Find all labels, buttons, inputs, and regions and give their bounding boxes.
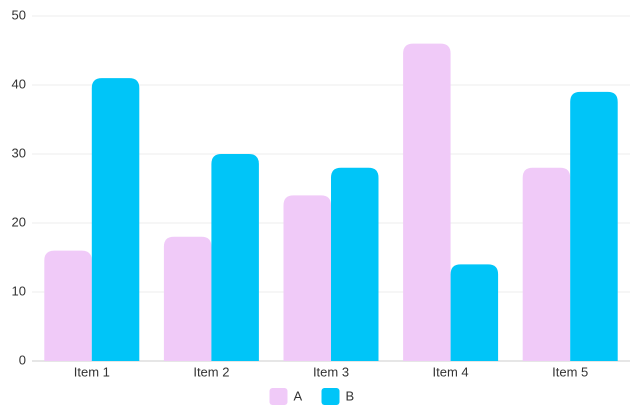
y-tick-label: 0 (19, 352, 26, 367)
bar (91, 78, 140, 361)
y-tick-label: 30 (12, 145, 26, 160)
legend-label: A (294, 388, 303, 403)
x-tick-label: Item 4 (433, 364, 469, 379)
bar (522, 167, 571, 361)
y-tick-label: 20 (12, 214, 26, 229)
x-tick-label: Item 2 (193, 364, 229, 379)
legend-swatch (321, 388, 340, 405)
bar (163, 236, 212, 361)
bar (211, 154, 259, 361)
y-tick-label: 40 (12, 76, 26, 91)
bar (570, 91, 618, 362)
bar (331, 167, 379, 361)
bar (44, 250, 92, 361)
x-tick-label: Item 3 (313, 364, 349, 379)
legend-swatch (269, 388, 288, 405)
bar (283, 195, 331, 361)
y-tick-label: 50 (12, 7, 26, 22)
bar (403, 43, 451, 361)
x-tick-label: Item 1 (74, 364, 110, 379)
y-tick-label: 10 (12, 283, 26, 298)
x-tick-label: Item 5 (552, 364, 588, 379)
legend-label: B (346, 388, 355, 403)
bar (450, 264, 499, 361)
